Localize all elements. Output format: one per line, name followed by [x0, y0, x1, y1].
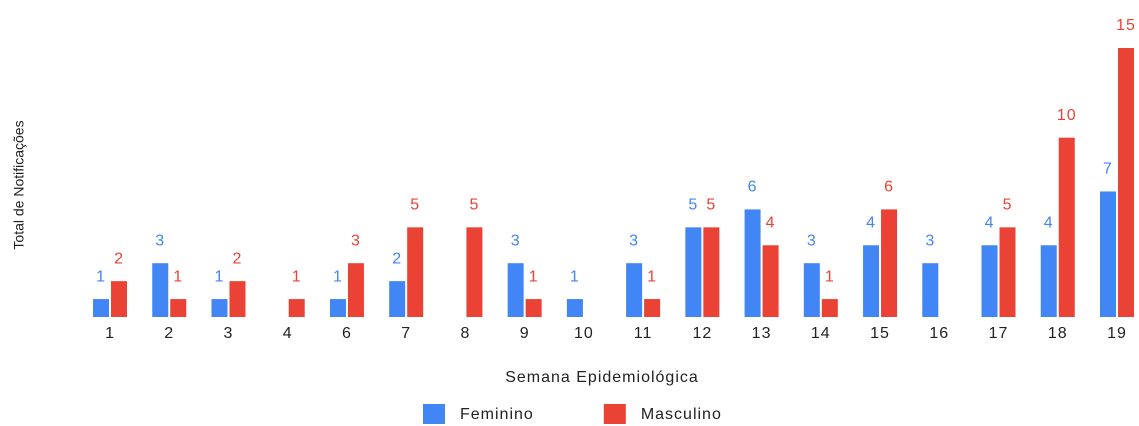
- bar: [744, 209, 761, 317]
- bar: [922, 263, 939, 317]
- x-tick-label: 10: [574, 325, 594, 342]
- x-tick-label: 3: [224, 325, 234, 342]
- value-label: 5: [469, 197, 479, 214]
- value-label: 6: [884, 179, 894, 196]
- x-tick-label: 11: [634, 325, 653, 342]
- bar: [1040, 245, 1057, 317]
- value-label: 1: [215, 268, 225, 285]
- bar: [229, 281, 246, 317]
- value-label: 1: [647, 268, 657, 285]
- bar: [329, 299, 346, 317]
- bar: [863, 245, 880, 317]
- x-tick-label: 6: [342, 325, 352, 342]
- bar: [1117, 48, 1134, 317]
- bar: [466, 227, 483, 317]
- x-tick-label: 19: [1107, 325, 1127, 342]
- bar: [93, 299, 110, 317]
- value-label: 5: [706, 197, 716, 214]
- x-tick-label: 4: [283, 325, 293, 342]
- x-tick-label: 14: [811, 325, 831, 342]
- bar: [525, 299, 542, 317]
- value-label: 1: [570, 268, 580, 285]
- bar: [347, 263, 364, 317]
- x-tick-label: 12: [692, 325, 712, 342]
- value-label: 1: [333, 268, 343, 285]
- value-label: 2: [392, 250, 402, 267]
- value-label: 15: [1116, 17, 1136, 34]
- value-label: 3: [155, 232, 165, 249]
- bar: [152, 263, 169, 317]
- value-label: 4: [985, 214, 995, 231]
- value-label: 4: [866, 214, 876, 231]
- legend-swatch: [423, 404, 445, 424]
- value-label: 3: [807, 232, 817, 249]
- bar: [170, 299, 187, 317]
- value-label: 1: [292, 268, 302, 285]
- bar: [762, 245, 779, 317]
- bar: [288, 299, 305, 317]
- value-label: 5: [1003, 197, 1013, 214]
- bar: [626, 263, 643, 317]
- value-label: 1: [529, 268, 539, 285]
- value-label: 10: [1057, 107, 1077, 124]
- x-tick-label: 16: [929, 325, 949, 342]
- bar: [981, 245, 998, 317]
- legend-swatch: [603, 404, 626, 424]
- x-tick-label: 18: [1048, 325, 1068, 342]
- x-tick-label: 7: [401, 325, 411, 342]
- value-label: 1: [96, 268, 106, 285]
- bar: [507, 263, 524, 317]
- value-label: 5: [688, 197, 698, 214]
- value-label: 5: [410, 197, 420, 214]
- value-label: 4: [1044, 214, 1054, 231]
- x-tick-label: 1: [105, 325, 115, 342]
- x-tick-label: 8: [460, 325, 470, 342]
- value-label: 3: [925, 232, 935, 249]
- x-tick-label: 13: [752, 325, 772, 342]
- value-label: 1: [173, 268, 183, 285]
- bar: [803, 263, 820, 317]
- value-label: 2: [114, 250, 124, 267]
- legend-label: Feminino: [460, 406, 534, 423]
- bar: [1099, 191, 1116, 317]
- bar: [881, 209, 898, 317]
- x-tick-label: 17: [989, 325, 1009, 342]
- value-label: 4: [766, 214, 776, 231]
- value-label: 7: [1103, 161, 1113, 178]
- value-label: 3: [629, 232, 639, 249]
- value-label: 3: [511, 232, 521, 249]
- bar: [389, 281, 406, 317]
- x-tick-label: 2: [164, 325, 174, 342]
- bar: [703, 227, 720, 317]
- x-tick-label: 9: [520, 325, 530, 342]
- value-label: 1: [825, 268, 835, 285]
- value-label: 3: [351, 232, 361, 249]
- bar: [407, 227, 424, 317]
- bar: [644, 299, 661, 317]
- bar: [999, 227, 1016, 317]
- value-label: 2: [233, 250, 243, 267]
- bar: [211, 299, 228, 317]
- x-tick-label: 15: [870, 325, 890, 342]
- bar: [685, 227, 702, 317]
- value-label: 6: [748, 179, 758, 196]
- bar: [1058, 137, 1075, 317]
- bar: [821, 299, 838, 317]
- bar: [111, 281, 128, 317]
- bar: [566, 299, 583, 317]
- legend-label: Masculino: [641, 406, 722, 423]
- y-axis-label: Total de Notificações: [11, 120, 27, 249]
- x-axis-label: Semana Epidemiológica: [505, 369, 699, 386]
